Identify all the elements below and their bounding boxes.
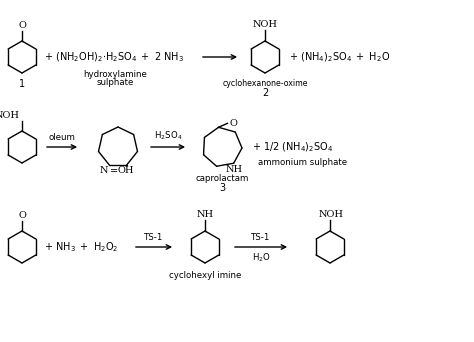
Text: $+\ \mathregular{NH_3}\ +\ \mathregular{H_2O_2}$: $+\ \mathregular{NH_3}\ +\ \mathregular{… — [44, 240, 118, 254]
Text: hydroxylamine: hydroxylamine — [83, 70, 147, 79]
Text: 2: 2 — [262, 88, 268, 98]
Text: ammonium sulphate: ammonium sulphate — [258, 158, 347, 167]
Text: NH: NH — [196, 210, 214, 219]
Text: O: O — [18, 211, 26, 220]
Text: NOH: NOH — [319, 210, 344, 219]
Text: TS-1: TS-1 — [251, 233, 271, 242]
Text: OH: OH — [118, 166, 134, 175]
Text: $\mathregular{H_2SO_4}$: $\mathregular{H_2SO_4}$ — [154, 130, 182, 142]
Text: TS-1: TS-1 — [144, 233, 164, 242]
Text: NH: NH — [225, 165, 242, 174]
Text: cyclohexyl imine: cyclohexyl imine — [169, 271, 241, 280]
Text: N: N — [100, 166, 109, 175]
Text: O: O — [229, 119, 237, 128]
Text: caprolactam: caprolactam — [195, 174, 249, 183]
Text: O: O — [18, 21, 26, 30]
Text: $+\ \mathregular{(NH_4)_2SO_4}\ +\ \mathregular{H_2O}$: $+\ \mathregular{(NH_4)_2SO_4}\ +\ \math… — [289, 50, 390, 64]
Text: =: = — [110, 166, 118, 176]
Text: sulphate: sulphate — [96, 78, 134, 87]
Text: 3: 3 — [219, 183, 225, 193]
Text: 1: 1 — [19, 79, 25, 89]
Text: cyclohexanone-oxime: cyclohexanone-oxime — [222, 79, 308, 88]
Text: NOH: NOH — [0, 111, 20, 120]
Text: $+\ 1/2\ \mathregular{(NH_4)_2SO_4}$: $+\ 1/2\ \mathregular{(NH_4)_2SO_4}$ — [252, 140, 334, 154]
Text: $\mathregular{H_2O}$: $\mathregular{H_2O}$ — [252, 251, 271, 263]
Text: oleum: oleum — [48, 133, 75, 142]
Text: NOH: NOH — [253, 20, 277, 29]
Text: $+\ \mathregular{(NH_2OH)_2{\cdot}H_2SO_4}\ +\ 2\ \mathregular{NH_3}$: $+\ \mathregular{(NH_2OH)_2{\cdot}H_2SO_… — [44, 50, 184, 64]
